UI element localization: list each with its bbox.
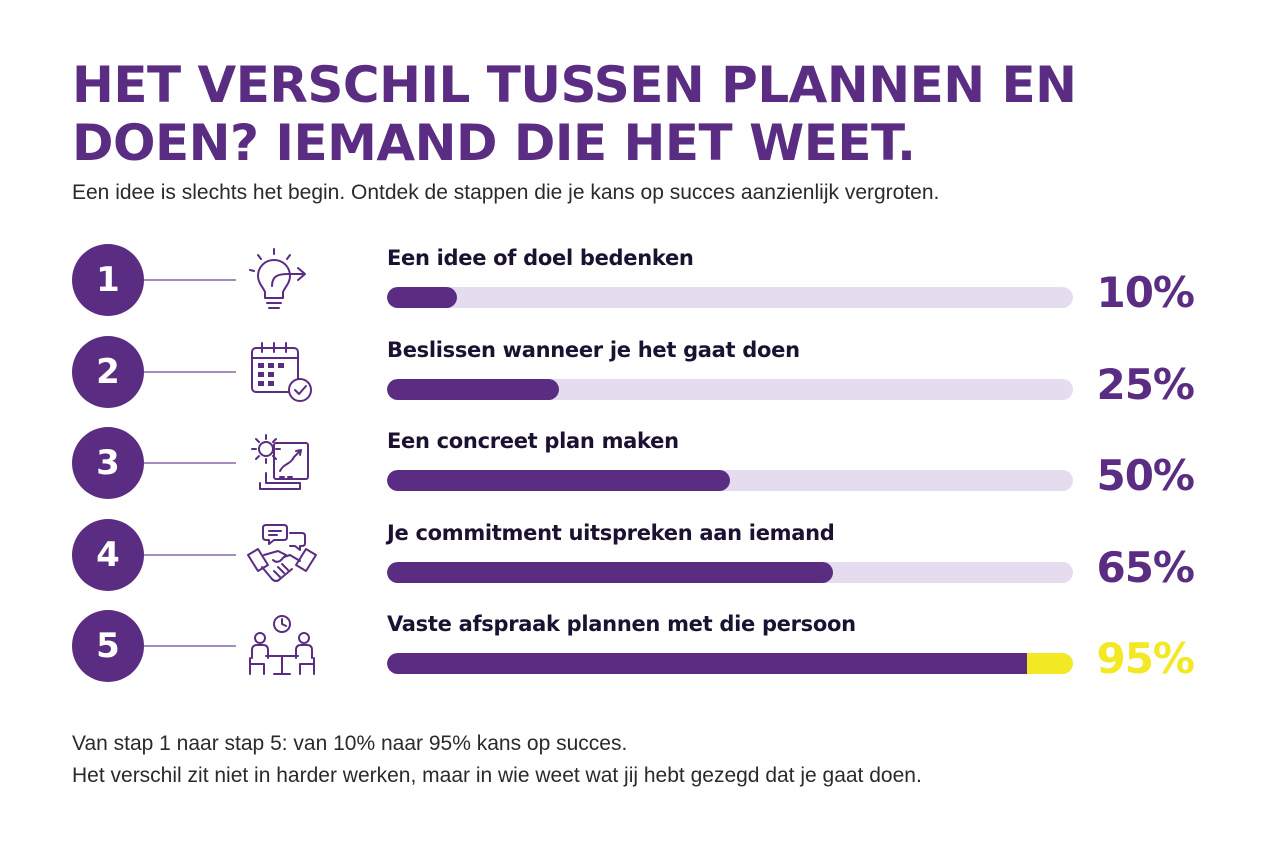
step-percentage: 65% (1096, 542, 1195, 592)
footer-line-1: Van stap 1 naar stap 5: van 10% naar 95%… (72, 732, 628, 755)
step-label: Je commitment uitspreken aan iemand (387, 520, 835, 545)
step-percentage: 25% (1096, 359, 1195, 409)
step-number-badge: 5 (72, 610, 144, 682)
step-connector-line (144, 462, 236, 464)
step-label: Een concreet plan maken (387, 429, 679, 453)
calendar-check-icon (244, 338, 320, 406)
step-row: 2 Beslissen wanneer je het gaat doen 25% (0, 335, 1264, 428)
step-number-badge: 4 (72, 518, 144, 591)
lightbulb-arrow-icon (244, 246, 320, 314)
progress-bar (387, 287, 457, 308)
step-row: 5 Vaste afspraak plannen met die persoon 9… (0, 610, 1264, 702)
progress-track (387, 287, 1073, 308)
step-connector-line (144, 645, 236, 647)
progress-track (387, 378, 1073, 400)
step-connector-line (144, 553, 236, 556)
step-number-badge: 1 (72, 244, 144, 316)
page-subtitle: Een idee is slechts het begin. Ontdek de… (72, 181, 940, 204)
step-connector-line (144, 370, 236, 373)
step-percentage: 10% (1096, 268, 1195, 317)
handshake-chat-icon (244, 521, 320, 589)
progress-track (387, 653, 1073, 674)
step-connector-line (144, 279, 236, 281)
step-row: 3 Een concreet plan maken 50% (0, 427, 1264, 519)
progress-bar (387, 470, 730, 491)
meeting-clock-icon (244, 612, 320, 680)
step-label: Beslissen wanneer je het gaat doen (387, 337, 800, 362)
footer-line-2: Het verschil zit niet in harder werken, … (72, 764, 922, 787)
step-label: Vaste afspraak plannen met die persoon (387, 612, 856, 636)
step-percentage: 50% (1096, 451, 1195, 500)
step-number-badge: 3 (72, 427, 144, 499)
step-percentage: 95% (1096, 634, 1195, 683)
progress-bar (387, 561, 833, 583)
step-label: Een idee of doel bedenken (387, 246, 694, 270)
footer: Van stap 1 naar stap 5: van 10% naar 95%… (72, 728, 922, 792)
progress-track (387, 470, 1073, 491)
progress-bar (387, 378, 559, 400)
progress-bar (387, 653, 1073, 674)
page-title: HET VERSCHIL TUSSEN PLANNEN EN DOEN? IEM… (72, 56, 1077, 172)
step-row: 1 Een idee of doel bedenken 10% (0, 244, 1264, 336)
step-row: 4 Je commitment uitspreken aan iemand 65% (0, 518, 1264, 611)
gear-plan-icon (244, 429, 320, 497)
progress-track (387, 561, 1073, 583)
step-number-badge: 2 (72, 335, 144, 408)
